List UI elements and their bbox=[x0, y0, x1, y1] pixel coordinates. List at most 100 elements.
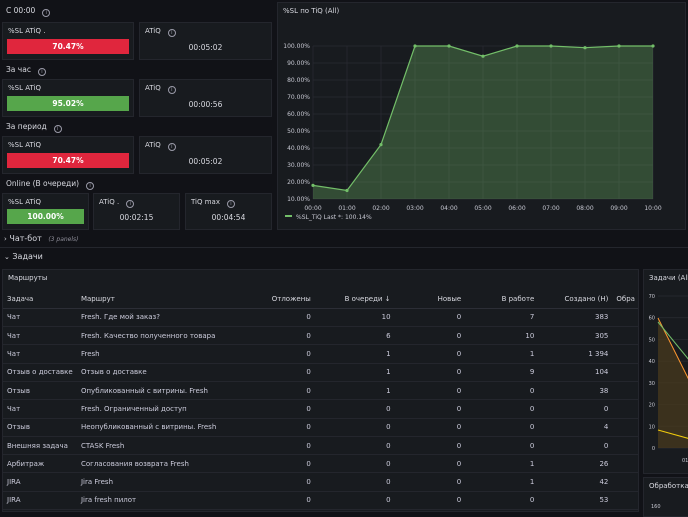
table-cell: Неопубликованный с витрины. Fresh bbox=[76, 418, 242, 437]
column-header[interactable]: Маршрут bbox=[76, 290, 242, 309]
table-cell: 0 bbox=[394, 308, 466, 328]
processing-panel: Обработка 160 bbox=[643, 477, 688, 517]
stat-value: 70.47% bbox=[7, 39, 129, 54]
info-icon[interactable]: i bbox=[126, 200, 135, 208]
table-cell: Согласования возврата Fresh bbox=[76, 454, 242, 474]
table-cell: Чат bbox=[3, 308, 77, 328]
table-row[interactable]: JIRA Jira Fresh 0 0 0 1 42 bbox=[3, 472, 638, 492]
stat-value: 00:05:02 bbox=[188, 43, 223, 52]
y-tick-label: 80.00% bbox=[287, 77, 310, 84]
y-tick-label: 0 bbox=[652, 446, 655, 452]
table-cell: Отзыв bbox=[3, 381, 77, 401]
column-header[interactable]: В очереди ↓ bbox=[314, 290, 395, 309]
column-header[interactable]: В работе bbox=[465, 290, 539, 309]
table-cell: Fresh. Качество полученного товара bbox=[76, 326, 242, 346]
table-cell: Внешняя задача bbox=[3, 436, 77, 456]
table-cell bbox=[612, 454, 638, 474]
info-icon[interactable]: i bbox=[167, 29, 176, 37]
table-cell: 0 bbox=[538, 436, 613, 456]
info-icon[interactable]: i bbox=[227, 200, 235, 208]
sl-tiq-chart[interactable]: 100.00% 90.00% 80.00% 70.00% 60.00% 50.00% 40.… bbox=[278, 3, 685, 229]
table-cell bbox=[612, 363, 638, 382]
row-tasks[interactable]: ⌄ Задачи bbox=[4, 252, 43, 261]
chart-legend[interactable]: %SL_TiQ Last *: 100.14% bbox=[285, 214, 372, 221]
table-cell: Опубликованный с витрины. Fresh bbox=[76, 381, 242, 401]
table-cell: 0 bbox=[241, 363, 315, 382]
data-point bbox=[379, 143, 383, 147]
table-cell: 7 bbox=[465, 308, 539, 328]
column-header[interactable]: Отложены bbox=[241, 290, 315, 309]
table-cell: 0 bbox=[314, 399, 395, 419]
table-row[interactable]: Отзыв Опубликованный с витрины. Fresh 0 1 0 0… bbox=[3, 381, 638, 401]
table-row[interactable]: Чат Fresh. Качество полученного товара 0 6 0… bbox=[3, 326, 638, 346]
table-cell: Чат bbox=[3, 326, 77, 346]
column-header[interactable]: Обра bbox=[612, 290, 638, 309]
table-cell: 0 bbox=[241, 454, 315, 474]
table-row[interactable]: Чат Fresh. Где мой заказ? 0 10 0 7 383 bbox=[3, 308, 638, 328]
info-icon[interactable]: i bbox=[167, 86, 176, 94]
table-cell: 0 bbox=[241, 472, 315, 492]
data-point bbox=[549, 44, 553, 48]
panel-title: %SL ATiQ bbox=[8, 141, 41, 149]
table-cell: 0 bbox=[394, 363, 466, 382]
table-cell: 0 bbox=[314, 436, 395, 456]
info-icon[interactable]: i bbox=[86, 182, 95, 190]
info-icon[interactable]: i bbox=[37, 68, 46, 76]
stat-value: 00:00:56 bbox=[188, 100, 223, 109]
data-point bbox=[583, 46, 587, 50]
table-row[interactable]: Отзыв о доставке Отзыв о доставке 0 1 0 9 104 bbox=[3, 363, 638, 382]
legend-label: %SL_TiQ Last *: 100.14% bbox=[296, 214, 372, 221]
table-cell bbox=[612, 418, 638, 437]
column-header[interactable]: Новые bbox=[394, 290, 466, 309]
tasks-all-chart[interactable]: 70 60 50 40 30 20 10 0 01: bbox=[644, 270, 688, 474]
table-header-row: Задача Маршрут Отложены В очереди ↓ Новые В р… bbox=[3, 290, 638, 309]
table-cell: 305 bbox=[538, 326, 613, 346]
column-header[interactable]: Создано (Н) bbox=[538, 290, 613, 309]
table-row[interactable]: Арбитраж Согласования возврата Fresh 0 0 0 1 2… bbox=[3, 454, 638, 474]
table-cell: 0 bbox=[241, 491, 315, 511]
x-tick-label: 08:00 bbox=[576, 205, 593, 212]
series-area bbox=[658, 318, 688, 448]
table-cell: 0 bbox=[394, 436, 466, 456]
panel-title: ATiQ bbox=[145, 84, 161, 92]
table-cell: 0 bbox=[394, 454, 466, 474]
table-cell: Jira fresh пилот bbox=[76, 491, 242, 511]
info-icon[interactable]: i bbox=[167, 143, 176, 151]
y-tick-label: 30.00% bbox=[287, 162, 310, 169]
table-row[interactable]: Чат Fresh 0 1 0 1 1 394 bbox=[3, 344, 638, 364]
panel-title: ATiQ bbox=[145, 27, 161, 35]
table-cell: 0 bbox=[465, 381, 539, 401]
table-cell: 104 bbox=[538, 363, 613, 382]
table-cell: 0 bbox=[394, 344, 466, 364]
data-point bbox=[515, 44, 519, 48]
y-tick-label: 70.00% bbox=[287, 94, 310, 101]
y-tick-label: 60 bbox=[649, 316, 655, 322]
column-header[interactable]: Задача bbox=[3, 290, 77, 309]
routes-table: Задача Маршрут Отложены В очереди ↓ Новые В р… bbox=[3, 290, 638, 511]
table-cell: 1 bbox=[314, 363, 395, 382]
y-tick-label: 20.00% bbox=[287, 179, 310, 186]
table-cell bbox=[612, 326, 638, 346]
table-row[interactable]: Отзыв Неопубликованный с витрины. Fresh 0 0… bbox=[3, 418, 638, 437]
table-cell: Чат bbox=[3, 344, 77, 364]
chevron-right-icon: › bbox=[4, 235, 7, 243]
info-icon[interactable]: i bbox=[42, 9, 51, 17]
table-cell: 0 bbox=[241, 344, 315, 364]
row-title: Чат-бот bbox=[9, 234, 42, 243]
data-point bbox=[481, 54, 485, 58]
table-cell bbox=[612, 308, 638, 328]
table-cell: 0 bbox=[241, 381, 315, 401]
table-row[interactable]: JIRA Jira fresh пилот 0 0 0 0 53 bbox=[3, 491, 638, 511]
y-tick-label: 10.00% bbox=[287, 196, 310, 203]
info-icon[interactable]: i bbox=[53, 125, 62, 133]
stat-panel-sl-atiq: %SL ATiQ . 70.47% bbox=[2, 22, 134, 60]
table-row[interactable]: Чат Fresh. Ограниченный доступ 0 0 0 0 0 bbox=[3, 399, 638, 419]
table-cell: JIRA bbox=[3, 491, 77, 511]
data-point bbox=[651, 44, 655, 48]
table-cell: 0 bbox=[394, 418, 466, 437]
row-chat-bot[interactable]: › Чат-бот (3 panels) bbox=[4, 234, 79, 243]
table-cell: 0 bbox=[394, 472, 466, 492]
x-tick-label: 01:00 bbox=[338, 205, 355, 212]
y-tick-label: 20 bbox=[649, 403, 655, 409]
table-row[interactable]: Внешняя задача CTASK Fresh 0 0 0 0 0 bbox=[3, 436, 638, 456]
